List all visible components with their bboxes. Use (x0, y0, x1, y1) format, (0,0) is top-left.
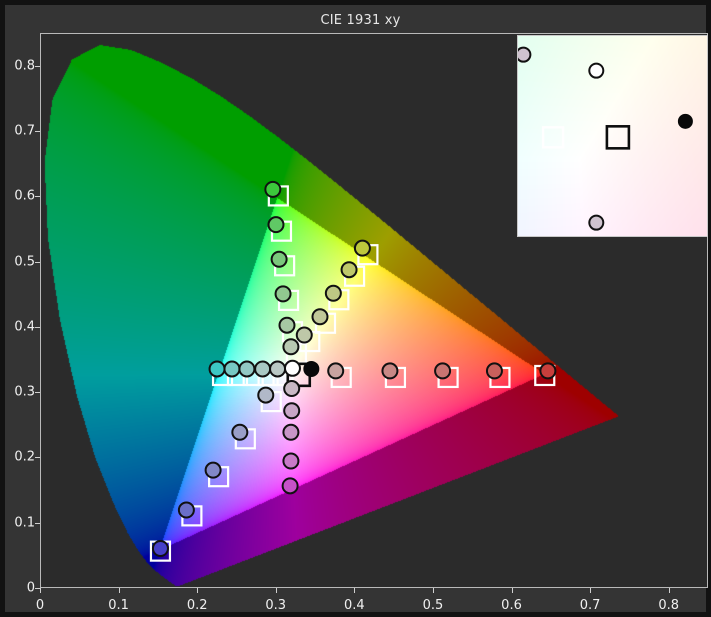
measured-circle-marker[interactable] (204, 461, 222, 479)
x-tick-mark (275, 588, 277, 593)
y-tick-mark (35, 326, 40, 328)
x-tick-mark (40, 588, 41, 593)
measured-circle-marker[interactable] (231, 423, 249, 441)
x-tick-label: 0.4 (344, 598, 365, 613)
y-tick-mark (35, 65, 40, 67)
measured-circle-marker[interactable] (283, 402, 301, 420)
measured-circle-marker[interactable] (282, 423, 300, 441)
measured-circle-marker[interactable] (485, 362, 503, 380)
measured-circle-marker[interactable] (282, 452, 300, 470)
measured-circle-marker[interactable] (267, 216, 285, 234)
x-tick-mark (197, 588, 199, 593)
measured-circle-marker[interactable] (264, 180, 282, 198)
x-tick-label: 0.7 (579, 598, 601, 613)
measured-circle-marker[interactable] (274, 285, 292, 303)
measured-circle-marker[interactable] (208, 360, 226, 378)
measured-circle-marker[interactable] (340, 261, 358, 279)
x-tick-label: 0.1 (108, 598, 129, 613)
y-tick-mark (35, 457, 40, 459)
inset-marker-layer (518, 46, 693, 231)
measured-circle-marker[interactable] (278, 316, 296, 334)
measured-circle-marker[interactable] (434, 362, 452, 380)
measured-circle-marker[interactable] (283, 380, 301, 398)
inset-measured-circle-marker[interactable] (518, 46, 532, 63)
x-tick-label: 0.2 (186, 598, 208, 613)
measured-circle-marker[interactable] (311, 308, 329, 326)
y-tick-mark (35, 392, 40, 394)
y-tick-label: 0 (26, 580, 35, 596)
y-tick-label: 0.5 (14, 254, 35, 270)
y-tick-label: 0.2 (14, 449, 35, 465)
y-tick-label: 0.6 (14, 188, 35, 204)
inset-target-square-marker[interactable] (541, 126, 565, 149)
x-tick-label: 0.3 (265, 598, 287, 613)
measured-circle-marker[interactable] (238, 360, 256, 378)
x-tick-mark (118, 588, 120, 593)
x-tick-mark (354, 588, 356, 593)
x-tick-label: 0.6 (501, 598, 522, 613)
measured-circle-marker[interactable] (281, 477, 299, 495)
x-tick-mark (511, 588, 513, 593)
y-tick-mark (35, 130, 40, 132)
marker-layer (149, 180, 557, 562)
measured-circle-marker[interactable] (283, 359, 301, 377)
y-tick-mark (35, 522, 40, 524)
measured-circle-marker[interactable] (254, 360, 272, 378)
measured-circle-marker[interactable] (353, 239, 371, 257)
y-tick-label: 0.7 (14, 123, 35, 139)
y-tick-mark (35, 196, 40, 198)
y-tick-label: 0.1 (14, 515, 35, 531)
x-tick-label: 0.8 (658, 598, 680, 613)
x-tick-mark (590, 588, 592, 593)
reference-white-dot[interactable] (303, 360, 320, 377)
measured-circle-marker[interactable] (257, 386, 275, 404)
measured-circle-marker[interactable] (324, 284, 342, 302)
measured-circle-marker[interactable] (381, 362, 399, 380)
page-title: CIE 1931 xy (320, 13, 401, 28)
measured-circle-marker[interactable] (295, 326, 313, 344)
measured-circle-marker[interactable] (151, 540, 169, 558)
x-tick-mark (432, 588, 434, 593)
x-tick-label: 0.5 (422, 598, 444, 613)
inset-gradient (518, 36, 707, 236)
measured-circle-marker[interactable] (327, 362, 345, 380)
inset-white-point-circle[interactable] (588, 62, 605, 79)
y-tick-label: 0.4 (14, 319, 35, 335)
measured-circle-marker[interactable] (223, 360, 241, 378)
inset-measured-circle-marker[interactable] (588, 214, 605, 231)
inset-white-point-target-square[interactable] (605, 125, 631, 150)
inset-reference-white-dot[interactable] (677, 113, 693, 129)
measured-circle-marker[interactable] (177, 501, 195, 519)
measured-circle-marker[interactable] (270, 250, 288, 268)
y-tick-mark (35, 588, 40, 589)
measured-circle-marker[interactable] (539, 362, 557, 380)
x-tick-mark (668, 588, 670, 593)
measured-circle-marker[interactable] (269, 360, 287, 378)
measured-circle-marker[interactable] (282, 338, 300, 356)
x-tick-label: 0 (35, 598, 45, 613)
y-tick-label: 0.8 (14, 58, 35, 74)
y-tick-label: 0.3 (14, 384, 35, 400)
white-point-zoom-inset[interactable] (517, 35, 708, 237)
y-tick-mark (35, 261, 40, 263)
